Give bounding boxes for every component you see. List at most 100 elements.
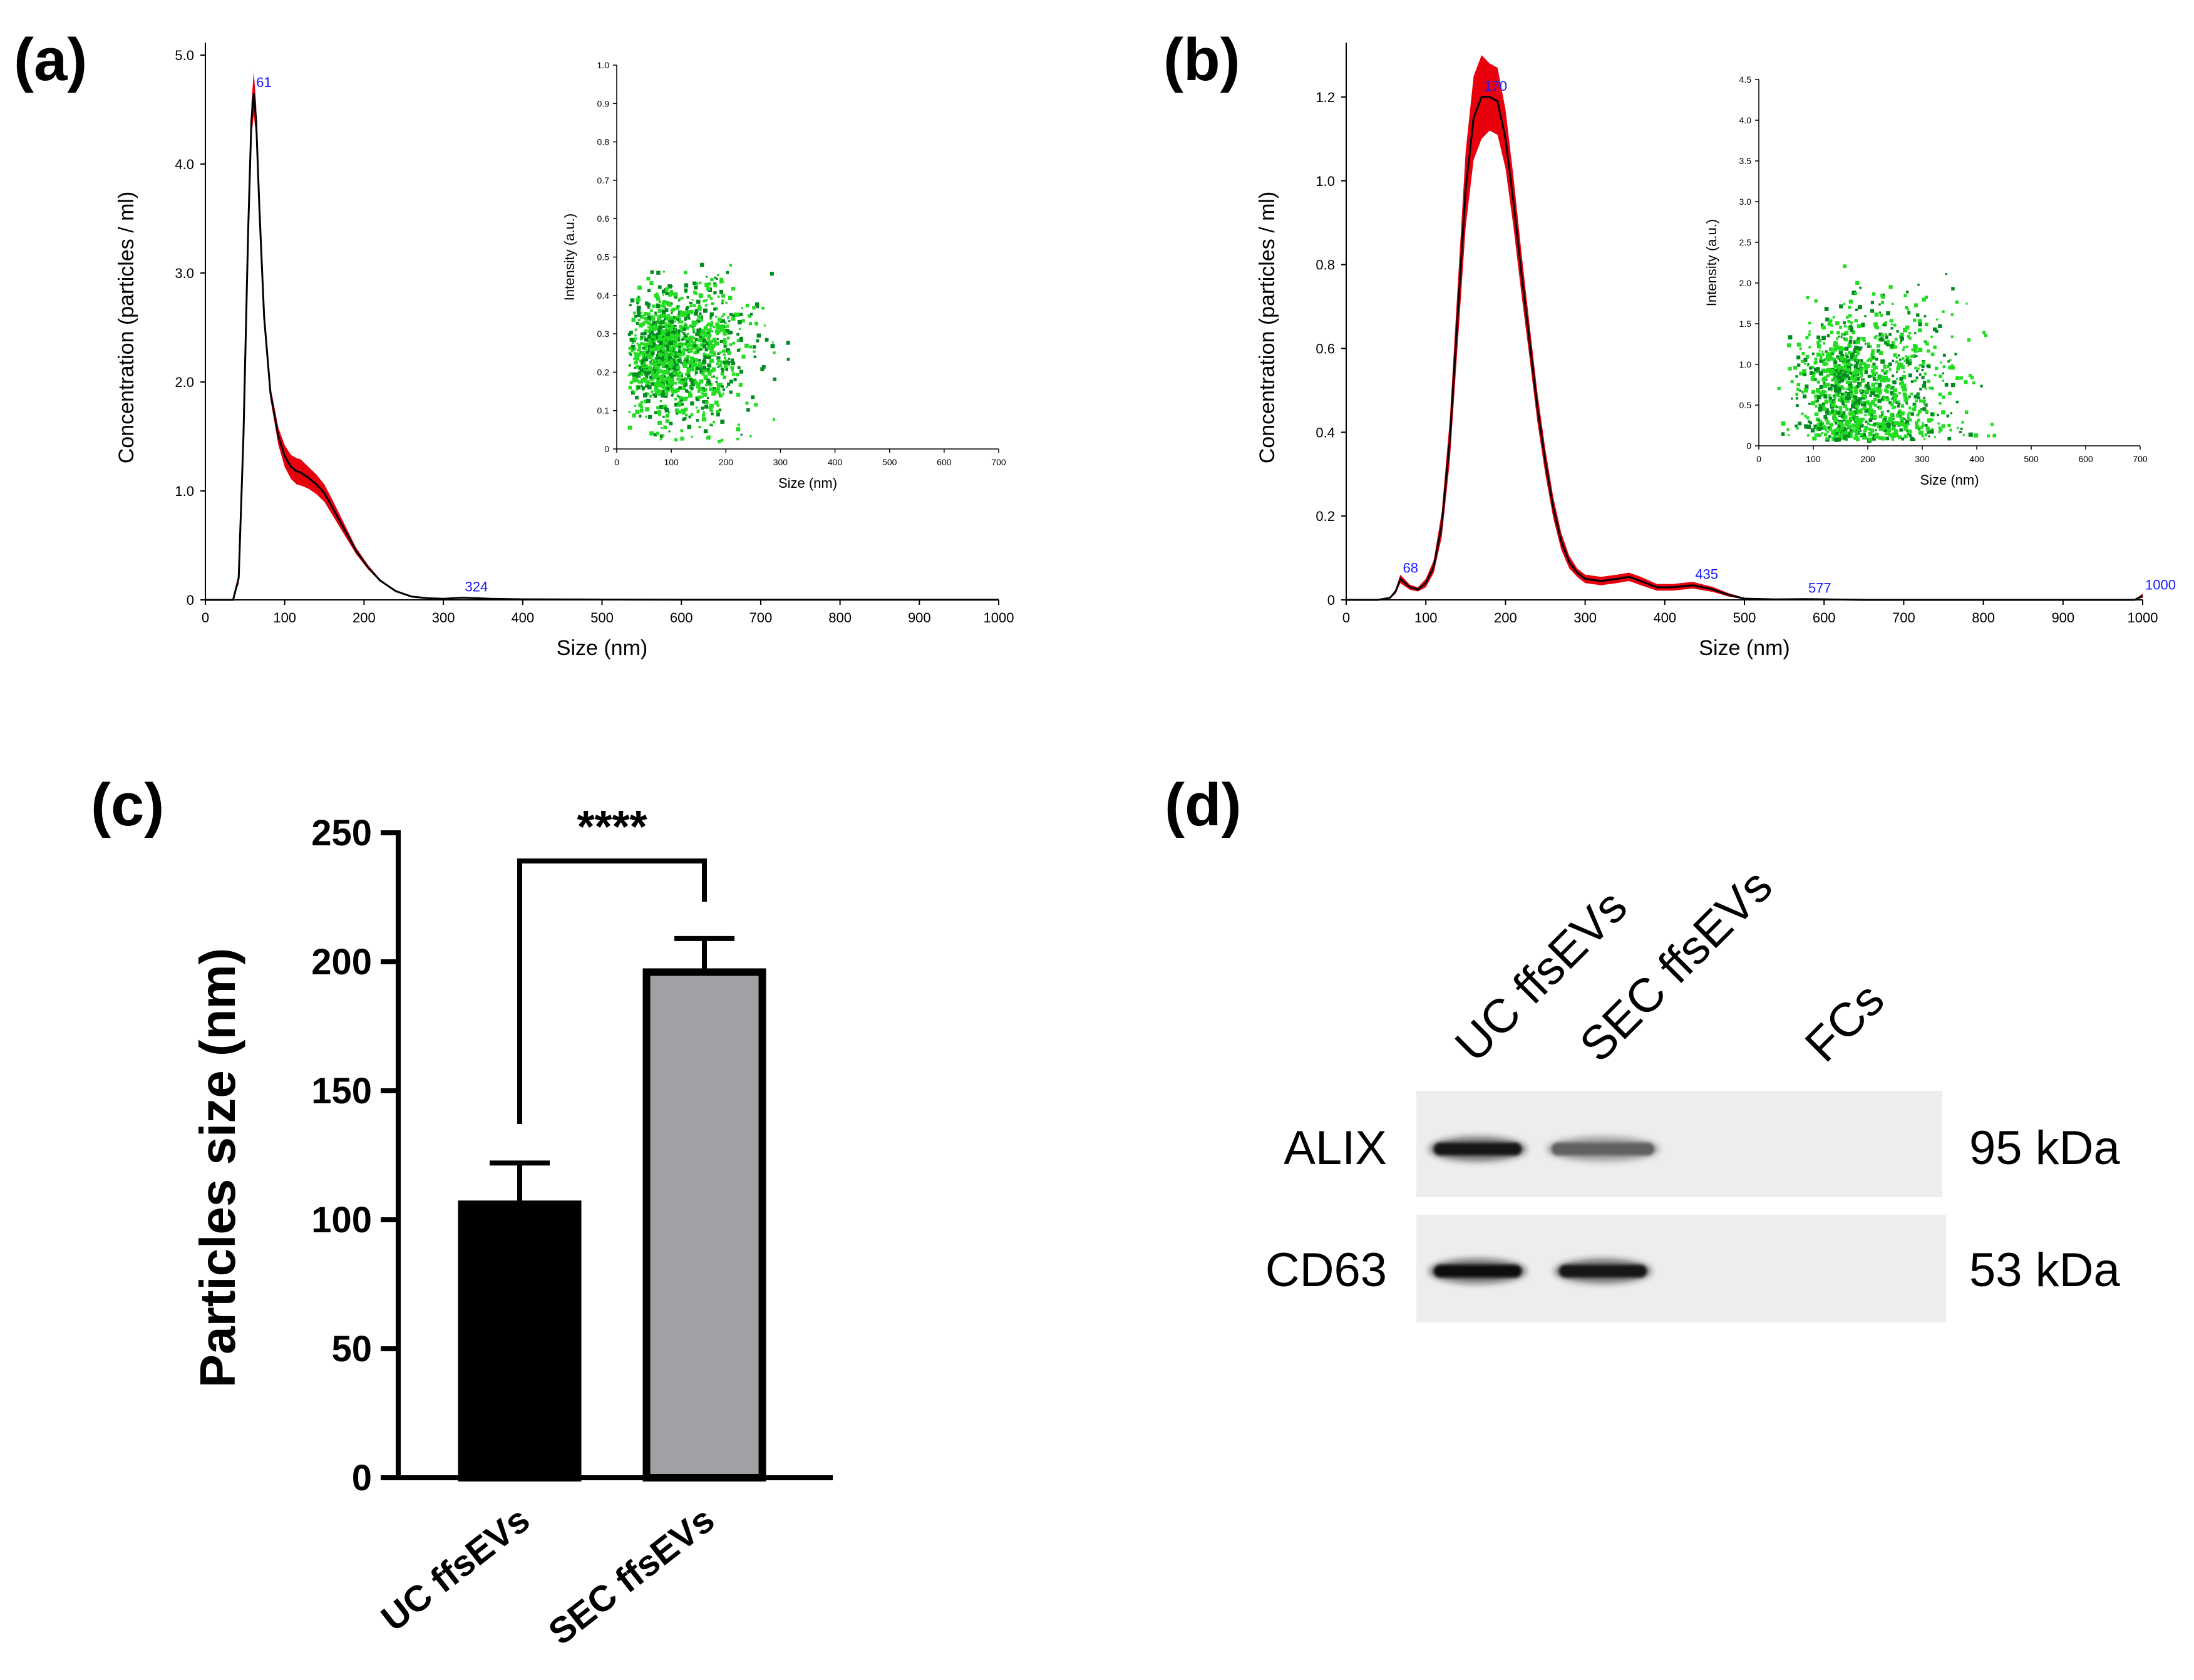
scatter-point bbox=[703, 429, 708, 433]
x-tick-label: 100 bbox=[273, 610, 296, 626]
scatter-point bbox=[706, 341, 710, 346]
scatter-point bbox=[718, 331, 721, 334]
scatter-point bbox=[1918, 399, 1922, 403]
scatter-point bbox=[652, 393, 656, 396]
scatter-point bbox=[1849, 357, 1853, 361]
inset-y-tick-label: 2.0 bbox=[1739, 278, 1752, 288]
scatter-point bbox=[1927, 430, 1930, 434]
scatter-point bbox=[686, 314, 690, 318]
scatter-point bbox=[657, 330, 661, 334]
scatter-point bbox=[1869, 423, 1872, 426]
scatter-point bbox=[1821, 353, 1825, 356]
scatter-point bbox=[1872, 410, 1876, 414]
scatter-point bbox=[1843, 338, 1845, 340]
scatter-point bbox=[1843, 415, 1848, 420]
x-tick-label: 500 bbox=[590, 610, 614, 626]
scatter-point bbox=[1847, 320, 1851, 323]
scatter-point bbox=[1882, 376, 1886, 379]
scatter-point bbox=[1833, 360, 1838, 364]
scatter-point bbox=[681, 403, 684, 406]
scatter-point bbox=[1825, 418, 1828, 421]
scatter-point bbox=[639, 323, 643, 328]
scatter-point bbox=[1860, 359, 1863, 362]
scatter-point bbox=[1873, 422, 1877, 426]
x-tick-label: 600 bbox=[1813, 610, 1836, 626]
scatter-point bbox=[1887, 385, 1891, 389]
scatter-point bbox=[1819, 405, 1822, 407]
scatter-point bbox=[1846, 408, 1849, 411]
scatter-point bbox=[1916, 350, 1918, 353]
scatter-point bbox=[1820, 426, 1823, 430]
scatter-point bbox=[697, 390, 701, 393]
scatter-point bbox=[1877, 376, 1881, 380]
scatter-point bbox=[647, 343, 650, 346]
scatter-point bbox=[1897, 405, 1900, 408]
scatter-point bbox=[706, 396, 709, 399]
blot-band bbox=[1559, 1265, 1647, 1277]
scatter-point bbox=[1822, 402, 1825, 406]
scatter-point bbox=[708, 369, 712, 373]
scatter-point bbox=[1804, 424, 1809, 429]
scatter-point bbox=[680, 380, 685, 385]
scatter-point bbox=[656, 431, 659, 436]
scatter-point bbox=[1799, 371, 1803, 376]
scatter-point bbox=[1905, 358, 1908, 362]
scatter-point bbox=[706, 286, 711, 291]
scatter-point bbox=[1924, 322, 1929, 327]
scatter-point bbox=[630, 298, 635, 303]
inset-x-tick-label: 500 bbox=[2024, 454, 2039, 464]
scatter-point bbox=[786, 358, 790, 361]
scatter-point bbox=[1850, 354, 1855, 359]
scatter-point bbox=[1903, 394, 1907, 399]
scatter-point bbox=[1865, 420, 1868, 423]
scatter-point bbox=[1849, 432, 1853, 436]
scatter-point bbox=[657, 410, 662, 415]
scatter-point bbox=[1787, 343, 1791, 348]
scatter-point bbox=[681, 373, 683, 375]
scatter-point bbox=[1838, 335, 1840, 338]
scatter-point bbox=[715, 381, 718, 383]
scatter-point bbox=[647, 326, 649, 329]
scatter-point bbox=[1888, 362, 1892, 366]
scatter-point bbox=[1903, 346, 1905, 349]
scatter-point bbox=[681, 331, 684, 333]
scatter-point bbox=[696, 396, 700, 401]
scatter-point bbox=[1831, 403, 1835, 407]
scatter-point bbox=[1893, 345, 1897, 349]
scatter-point bbox=[646, 312, 648, 316]
scatter-point bbox=[1831, 378, 1834, 381]
scatter-point bbox=[676, 306, 679, 310]
scatter-point bbox=[1854, 292, 1857, 295]
scatter-point bbox=[642, 389, 644, 391]
scatter-point bbox=[701, 395, 704, 398]
scatter-point bbox=[659, 350, 662, 353]
scatter-point bbox=[1823, 433, 1828, 436]
scatter-point bbox=[1878, 375, 1881, 378]
scatter-point bbox=[1823, 394, 1828, 399]
scatter-point bbox=[671, 353, 674, 356]
scatter-point bbox=[738, 327, 741, 330]
scatter-point bbox=[643, 343, 646, 346]
scatter-point bbox=[653, 373, 657, 378]
scatter-point bbox=[1852, 378, 1857, 383]
scatter-point bbox=[674, 382, 677, 385]
scatter-point bbox=[1853, 430, 1857, 433]
scatter-point bbox=[1987, 434, 1990, 438]
scatter-point bbox=[1924, 296, 1929, 299]
scatter-point bbox=[629, 331, 633, 335]
scatter-point bbox=[713, 393, 716, 396]
scatter-point bbox=[1887, 425, 1890, 429]
scatter-point bbox=[635, 356, 639, 361]
scatter-point bbox=[1837, 375, 1841, 380]
scatter-point bbox=[1908, 411, 1911, 415]
scatter-point bbox=[707, 322, 711, 326]
scatter-point bbox=[695, 406, 698, 409]
scatter-point bbox=[671, 319, 674, 322]
scatter-point bbox=[1910, 436, 1914, 441]
scatter-point bbox=[1910, 354, 1914, 358]
scatter-point bbox=[1850, 363, 1853, 366]
scatter-point bbox=[1865, 400, 1870, 405]
scatter-point bbox=[666, 329, 669, 332]
scatter-point bbox=[1841, 413, 1846, 418]
scatter-point bbox=[1861, 394, 1865, 398]
